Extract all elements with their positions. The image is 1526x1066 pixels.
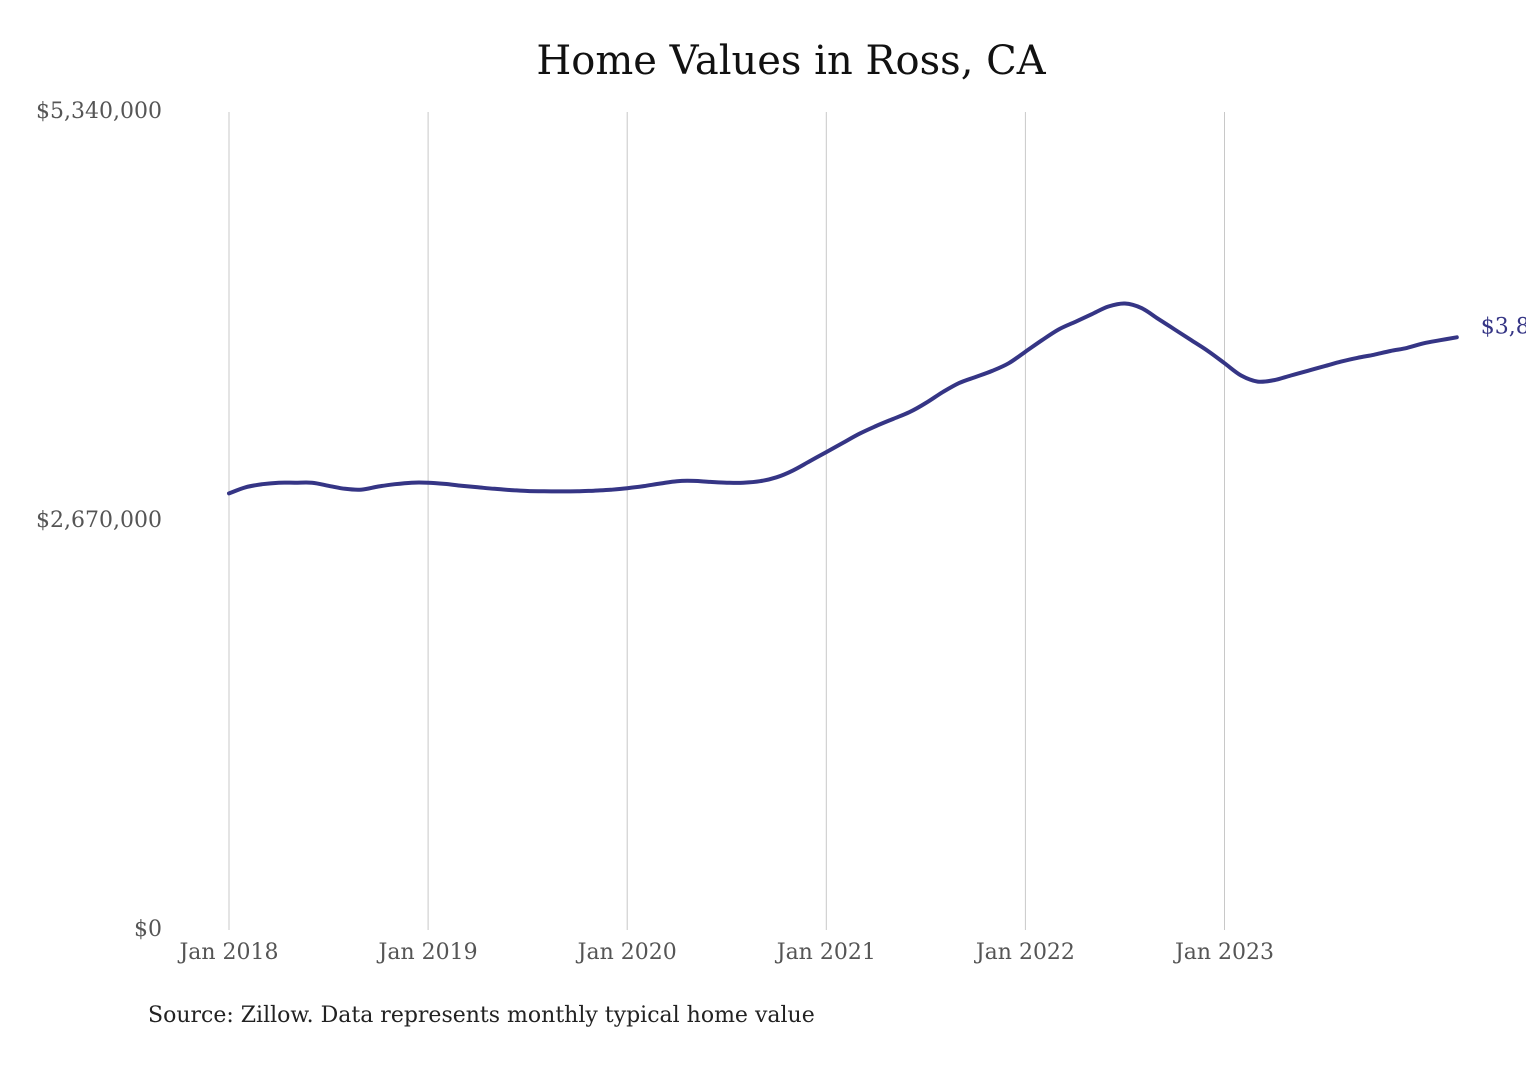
series-line-home-value bbox=[227, 301, 1459, 496]
y-tick-label: $5,340,000 bbox=[36, 99, 162, 124]
y-tick-label: $2,670,000 bbox=[36, 508, 162, 533]
chart-title: Home Values in Ross, CA bbox=[536, 38, 1046, 84]
x-axis-ticks: Jan 2018 Jan 2019 Jan 2020 Jan 2021 Jan 2022… bbox=[177, 940, 1274, 965]
x-tick-label: Jan 2023 bbox=[1173, 940, 1274, 965]
end-value-label: $3,868,958 bbox=[1481, 314, 1526, 339]
x-tick-label: Jan 2019 bbox=[377, 940, 478, 965]
source-note: Source: Zillow. Data represents monthly … bbox=[148, 1003, 815, 1028]
x-tick-label: Jan 2018 bbox=[177, 940, 278, 965]
x-tick-label: Jan 2022 bbox=[974, 940, 1075, 965]
x-gridlines bbox=[228, 112, 1225, 930]
x-tick-label: Jan 2021 bbox=[775, 940, 876, 965]
y-tick-label: $0 bbox=[134, 917, 162, 942]
y-axis-ticks: $0 $2,670,000 $5,340,000 bbox=[36, 99, 162, 942]
x-tick-label: Jan 2020 bbox=[576, 940, 677, 965]
